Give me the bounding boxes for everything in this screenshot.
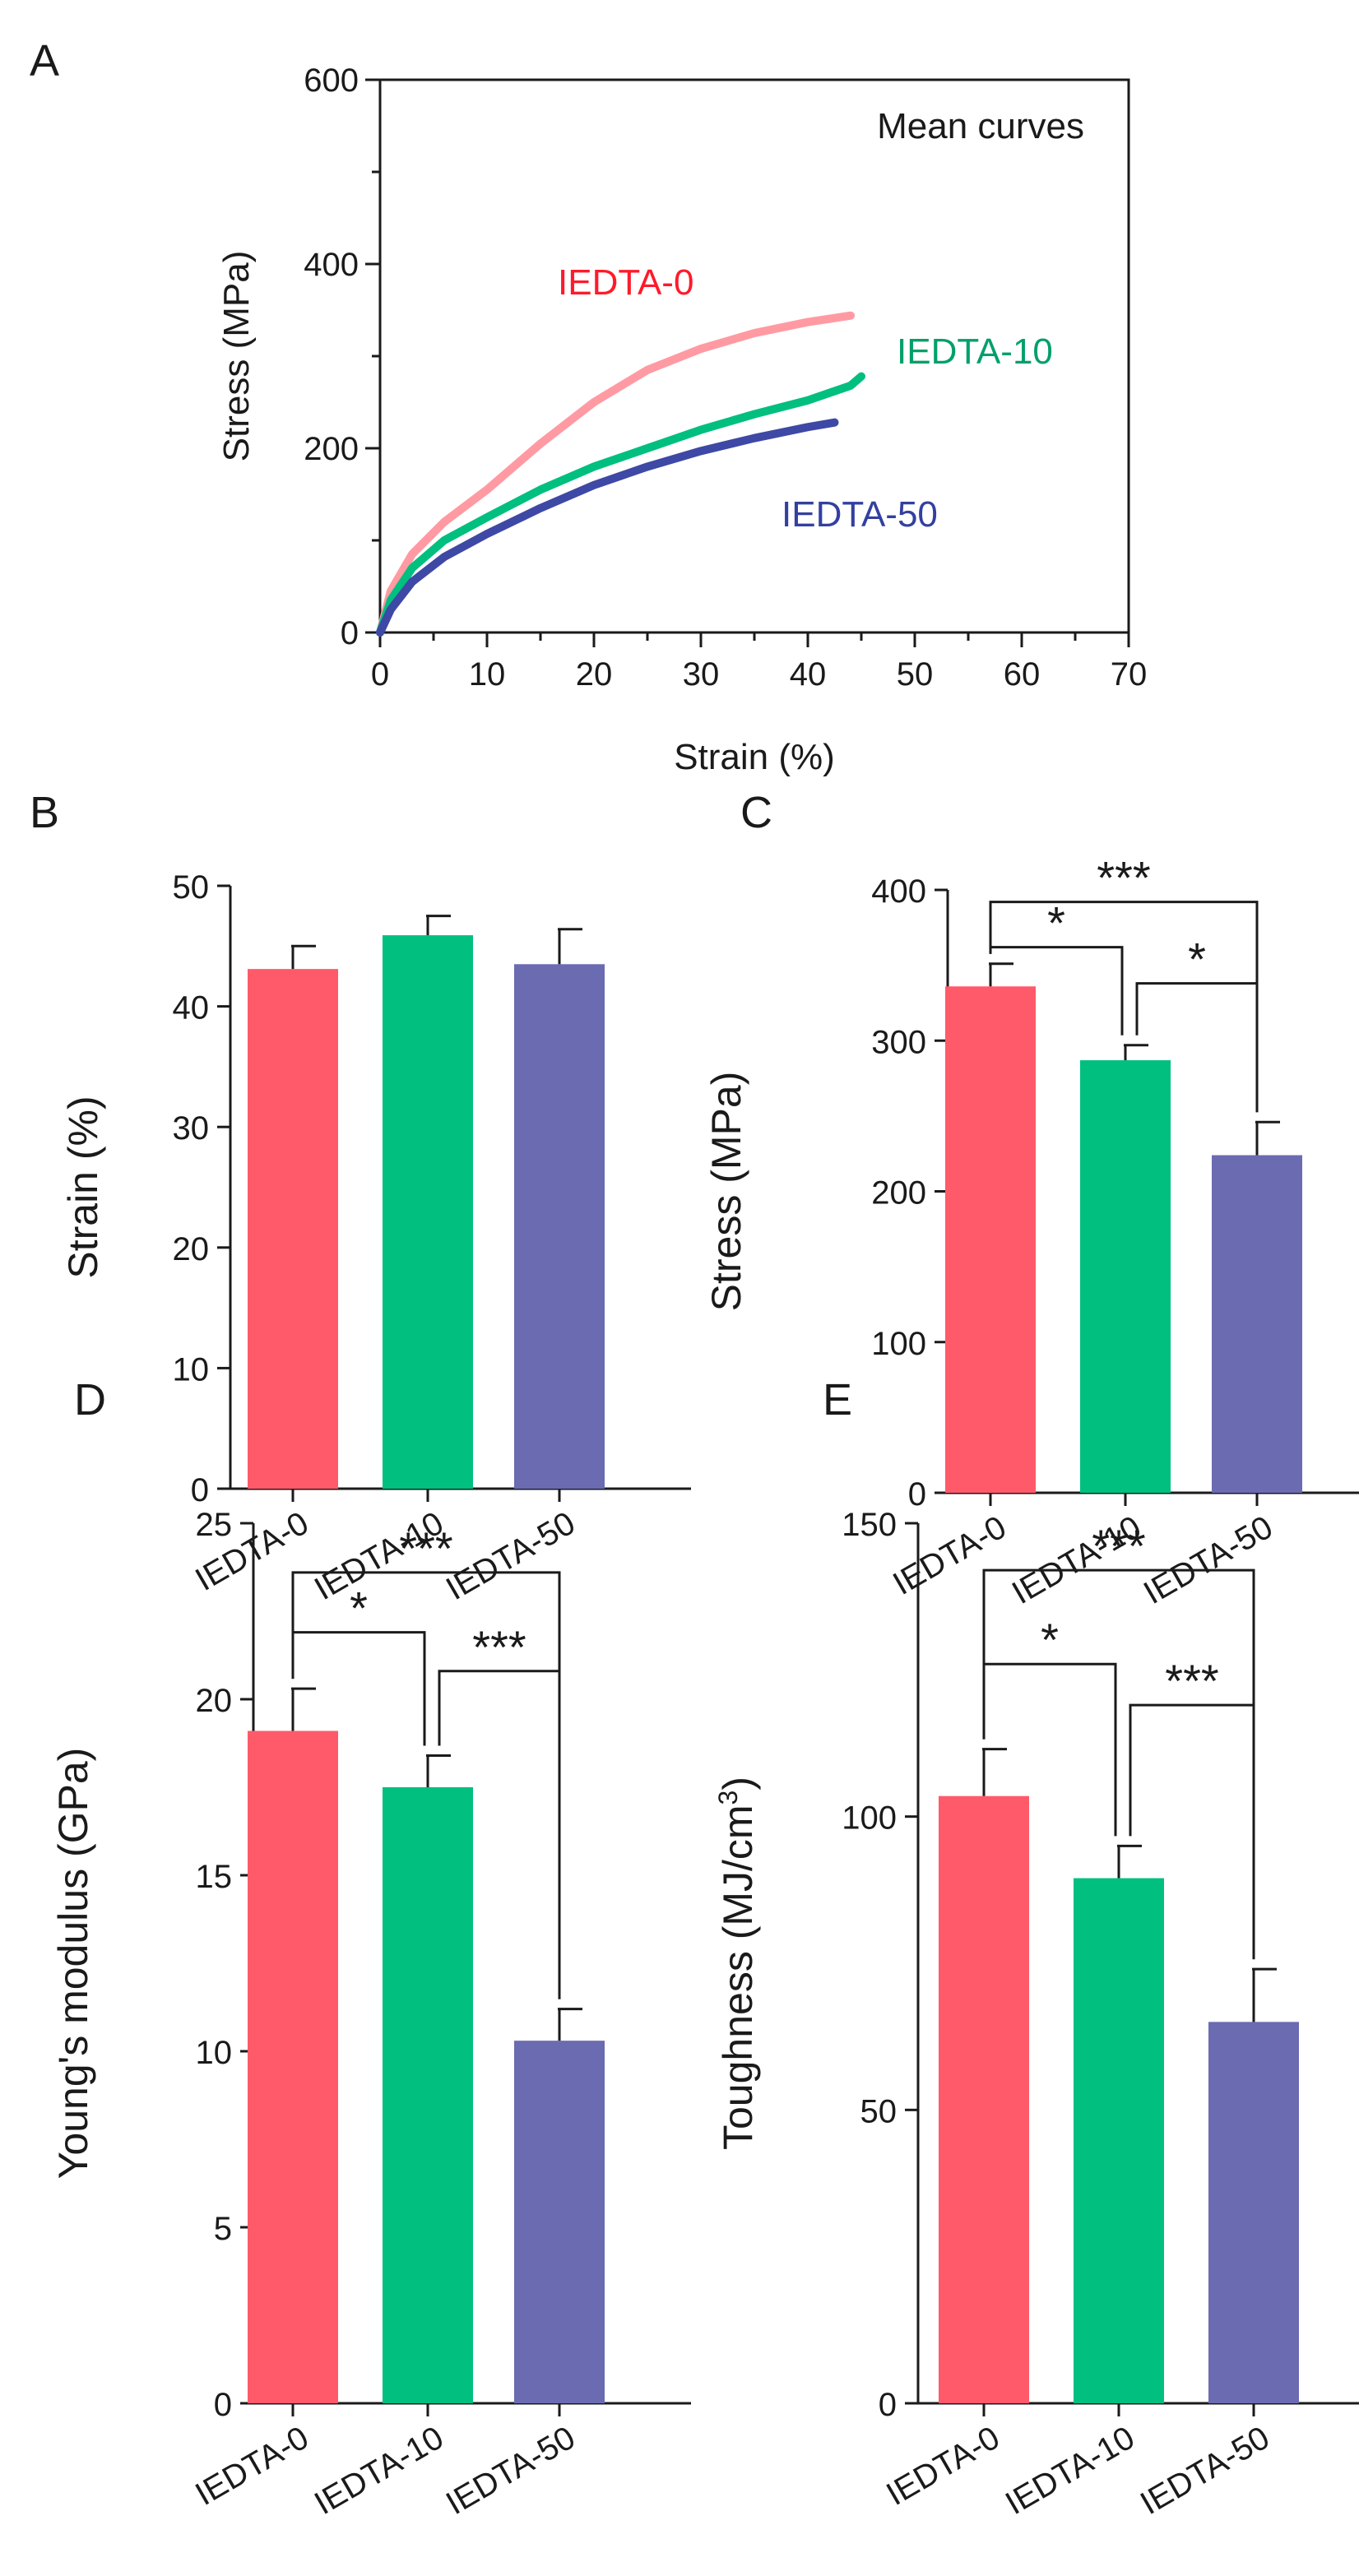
bar-iedta-10 bbox=[383, 1787, 473, 2403]
y-axis-label-text: Stress (MPa) bbox=[703, 1072, 749, 1312]
y-tick-label: 50 bbox=[860, 2093, 897, 2129]
curve-iedta-50 bbox=[376, 418, 839, 637]
panel-label-b: B bbox=[30, 788, 59, 837]
bar-iedta-0 bbox=[945, 986, 1036, 1493]
x-tick-label-iedta-50: IEDTA-50 bbox=[1138, 1509, 1279, 1611]
significance-label: *** bbox=[1165, 1655, 1218, 1707]
y-axis-label: Stress (MPa) bbox=[703, 1072, 749, 1312]
series-label-iedta-50: IEDTA-50 bbox=[782, 494, 938, 535]
bar-iedta-0 bbox=[248, 1730, 338, 2403]
y-tick-label: 30 bbox=[173, 1110, 210, 1147]
y-tick-label: 400 bbox=[871, 873, 926, 910]
x-axis-label: Strain (%) bbox=[674, 737, 835, 777]
x-tick-label: 60 bbox=[1004, 656, 1041, 693]
significance-label: * bbox=[350, 1582, 368, 1634]
panel-a-chart: 0 200 400 600 0 10 20 30 40 50 60 70 Strain (%) Stres… bbox=[216, 63, 1147, 777]
x-tick-label-iedta-10: IEDTA-10 bbox=[1000, 2420, 1141, 2522]
y-tick-label: 0 bbox=[214, 2387, 232, 2423]
y-tick-label: 50 bbox=[173, 869, 210, 906]
y-axis-label: Toughness (MJ/cm3) bbox=[713, 1777, 761, 2150]
x-tick-label: 50 bbox=[897, 656, 934, 693]
y-tick-label: 20 bbox=[173, 1231, 210, 1267]
panel-label-a: A bbox=[30, 36, 59, 86]
significance-bracket bbox=[982, 1568, 1255, 1960]
significance-label: *** bbox=[1097, 852, 1150, 904]
panel-label-c: C bbox=[740, 788, 772, 837]
bar-iedta-50 bbox=[514, 2041, 605, 2403]
x-tick-label-iedta-50: IEDTA-50 bbox=[440, 2420, 582, 2522]
bar-iedta-10 bbox=[1080, 1060, 1171, 1493]
x-tick-label: 40 bbox=[790, 656, 827, 693]
x-tick-label: 20 bbox=[576, 656, 613, 693]
chart-title: Mean curves bbox=[877, 106, 1084, 146]
y-tick-label: 5 bbox=[214, 2211, 232, 2247]
y-axis-label-close: ) bbox=[715, 1777, 761, 1791]
x-tick-label: 30 bbox=[683, 656, 720, 693]
y-tick-label: 100 bbox=[871, 1326, 926, 1362]
significance-label: *** bbox=[1092, 1520, 1145, 1572]
y-tick-label: 20 bbox=[196, 1683, 233, 1719]
y-axis-label: Stress (MPa) bbox=[216, 251, 257, 462]
x-tick-label-iedta-10: IEDTA-10 bbox=[308, 2420, 450, 2522]
y-tick-label: 10 bbox=[196, 2035, 233, 2071]
y-tick-label: 0 bbox=[908, 1476, 926, 1513]
series-label-iedta-10: IEDTA-10 bbox=[897, 331, 1053, 372]
x-tick-label-iedta-50: IEDTA-50 bbox=[1134, 2420, 1276, 2522]
x-tick-label-iedta-0: IEDTA-0 bbox=[189, 2420, 314, 2513]
panel-label-e: E bbox=[823, 1375, 852, 1425]
y-tick-label: 150 bbox=[842, 1507, 897, 1543]
y-tick-label: 400 bbox=[304, 247, 359, 283]
bar-iedta-50 bbox=[514, 964, 605, 1489]
y-tick-label: 25 bbox=[196, 1507, 233, 1543]
significance-label: *** bbox=[472, 1621, 526, 1673]
y-tick-label: 200 bbox=[304, 431, 359, 467]
x-tick-label: 0 bbox=[371, 656, 389, 693]
y-axis-label-superscript: 3 bbox=[713, 1791, 743, 1805]
series-label-iedta-0: IEDTA-0 bbox=[558, 262, 693, 303]
significance-bracket bbox=[291, 1571, 561, 1999]
y-axis-label: Young's modulus (GPa) bbox=[50, 1748, 96, 2180]
y-tick-label: 0 bbox=[879, 2387, 897, 2423]
y-tick-label: 600 bbox=[304, 63, 359, 99]
bar-iedta-50 bbox=[1208, 2022, 1299, 2403]
significance-label: * bbox=[1041, 1614, 1059, 1666]
y-axis-label-text: Strain (%) bbox=[60, 1096, 106, 1278]
significance-label: *** bbox=[399, 1522, 452, 1574]
y-tick-label: 15 bbox=[196, 1859, 233, 1895]
significance-label: * bbox=[1047, 897, 1065, 949]
bar-iedta-0 bbox=[939, 1795, 1029, 2403]
significance-label: * bbox=[1188, 934, 1206, 985]
y-tick-label: 40 bbox=[173, 990, 210, 1026]
x-tick-label-iedta-0: IEDTA-0 bbox=[880, 2420, 1005, 2513]
bar-iedta-0 bbox=[248, 969, 338, 1489]
y-tick-label: 100 bbox=[842, 1800, 897, 1837]
panel-label-d: D bbox=[74, 1375, 106, 1425]
bar-iedta-10 bbox=[1074, 1878, 1164, 2403]
y-tick-label: 0 bbox=[341, 615, 359, 651]
y-tick-label: 0 bbox=[191, 1472, 209, 1508]
y-tick-label: 300 bbox=[871, 1024, 926, 1060]
x-tick-label: 10 bbox=[469, 656, 506, 693]
curve-iedta-10 bbox=[376, 372, 865, 637]
bar-iedta-50 bbox=[1212, 1155, 1302, 1493]
x-tick-label: 70 bbox=[1111, 656, 1148, 693]
y-tick-label: 10 bbox=[173, 1351, 210, 1388]
y-axis-label: Strain (%) bbox=[60, 1096, 106, 1278]
curve-iedta-0 bbox=[376, 311, 855, 637]
y-axis-label-text: Toughness (MJ/cm bbox=[715, 1805, 761, 2150]
y-axis-label-text: Young's modulus (GPa) bbox=[50, 1748, 96, 2180]
y-tick-label: 200 bbox=[871, 1175, 926, 1212]
significance-bracket bbox=[989, 901, 1259, 1113]
bar-iedta-10 bbox=[383, 935, 473, 1489]
